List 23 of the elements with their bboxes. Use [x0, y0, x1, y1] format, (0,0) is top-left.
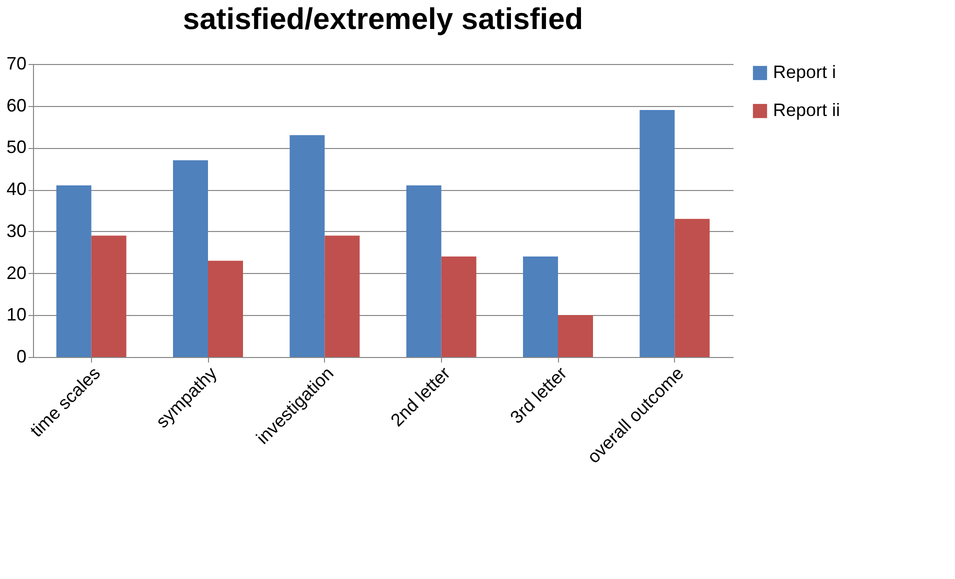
bar: [173, 160, 208, 357]
bar: [290, 135, 325, 357]
bar: [441, 256, 476, 357]
bar: [324, 236, 360, 357]
bar: [406, 185, 442, 357]
bar: [640, 110, 675, 357]
legend-label: Report i: [773, 62, 836, 82]
y-tick-label: 70: [6, 54, 26, 74]
bar: [558, 315, 593, 357]
y-tick-label: 0: [16, 346, 26, 366]
y-tick-label: 10: [6, 304, 26, 325]
legend-label: Report ii: [773, 100, 840, 120]
chart-title: satisfied/extremely satisfied: [182, 3, 584, 36]
bar: [523, 256, 558, 357]
y-tick-label: 60: [6, 95, 26, 116]
bar: [208, 260, 243, 357]
y-tick-label: 30: [6, 220, 26, 241]
bar: [91, 236, 126, 357]
bar: [56, 185, 92, 357]
bar: [674, 218, 710, 357]
y-tick-label: 50: [6, 137, 26, 158]
y-tick-label: 40: [6, 179, 26, 200]
y-tick-label: 20: [6, 262, 26, 283]
